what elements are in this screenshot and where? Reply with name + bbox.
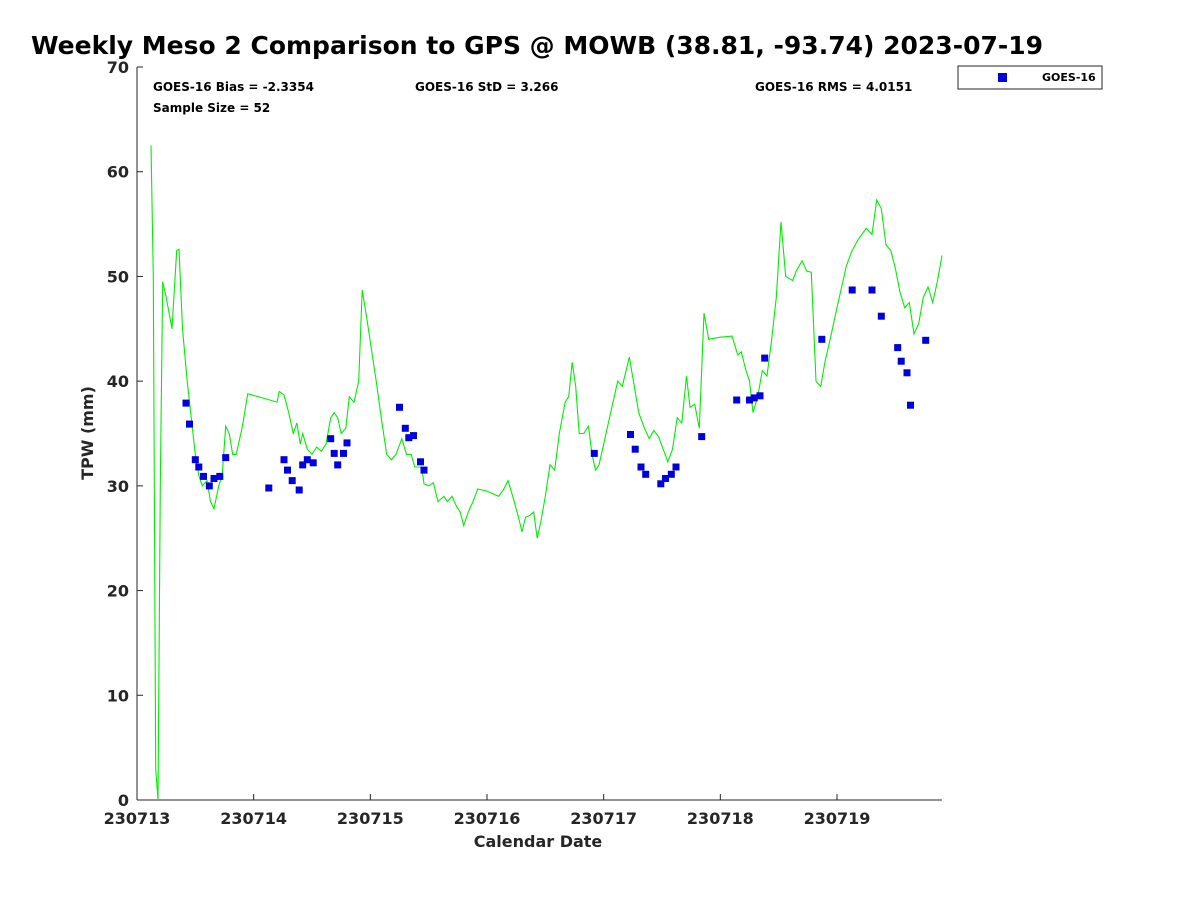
- y-axis-label: TPW (mm): [78, 386, 97, 480]
- goes16-point: [642, 470, 650, 478]
- x-tick-label: 230716: [454, 809, 521, 828]
- goes16-point: [191, 456, 199, 464]
- goes16-point: [396, 403, 403, 411]
- y-tick-label: 40: [107, 372, 129, 391]
- goes16-point: [637, 463, 645, 471]
- legend-box: [957, 65, 1103, 90]
- goes16-point: [733, 396, 741, 404]
- goes16-point: [410, 432, 417, 440]
- x-axis-label: Calendar Date: [474, 832, 603, 851]
- goes16-point: [299, 461, 307, 469]
- goes16-point: [657, 480, 665, 488]
- goes16-point: [907, 401, 914, 409]
- gps-series: [150, 145, 943, 801]
- goes16-point: [195, 463, 203, 471]
- plot-frame: [137, 67, 942, 800]
- goes16-point: [405, 434, 413, 442]
- goes16-point: [420, 466, 428, 474]
- goes16-point: [216, 472, 224, 480]
- goes16-point: [897, 357, 905, 365]
- sample-size-stat: Sample Size = 52: [153, 101, 270, 115]
- goes16-point: [284, 466, 291, 474]
- y-tick-label: 50: [107, 267, 129, 286]
- goes16-point: [182, 399, 190, 407]
- x-tick-label: 230718: [687, 809, 754, 828]
- x-ticks: 230713 230714 230715 230716 230717 230718 2307…: [104, 794, 871, 828]
- goes16-point: [265, 484, 273, 492]
- plot-area: 0 10 20 30 40 50 60 70 230713 230714 230715 230716…: [104, 58, 943, 828]
- x-tick-label: 230715: [337, 809, 404, 828]
- goes16-point: [222, 454, 230, 462]
- y-tick-label: 0: [118, 791, 129, 810]
- chart-title: Weekly Meso 2 Comparison to GPS @ MOWB (…: [31, 31, 1043, 60]
- rms-stat: GOES-16 RMS = 4.0151: [755, 80, 912, 94]
- y-tick-label: 30: [107, 477, 129, 496]
- y-ticks: 0 10 20 30 40 50 60 70: [107, 58, 143, 810]
- goes16-point: [672, 463, 680, 471]
- goes16-point: [756, 392, 764, 400]
- y-tick-label: 20: [107, 582, 129, 601]
- goes16-point: [327, 435, 335, 443]
- goes16-point: [903, 369, 911, 377]
- goes16-point: [818, 335, 826, 343]
- gps-line: [150, 145, 943, 801]
- goes16-point: [309, 459, 317, 467]
- goes16-point: [417, 458, 424, 466]
- goes16-point: [590, 449, 598, 457]
- std-stat: GOES-16 StD = 3.266: [415, 80, 558, 94]
- goes16-point: [627, 431, 634, 438]
- goes16-point: [868, 286, 876, 294]
- goes16-point: [401, 424, 409, 432]
- goes16-point: [340, 449, 347, 457]
- goes16-point: [750, 394, 758, 402]
- goes16-point: [848, 286, 856, 294]
- goes16-point: [922, 336, 930, 344]
- goes16-point: [667, 470, 675, 478]
- goes16-point: [662, 475, 669, 482]
- goes16-point: [894, 344, 902, 352]
- bias-stat: GOES-16 Bias = -2.3354: [153, 80, 314, 94]
- y-tick-label: 70: [107, 58, 129, 77]
- legend-marker-goes16: [998, 73, 1007, 82]
- y-tick-label: 10: [107, 686, 129, 705]
- goes16-point: [288, 477, 296, 485]
- legend-label-goes16: GOES-16: [1042, 71, 1096, 84]
- goes16-point: [334, 461, 342, 469]
- goes16-point: [200, 472, 207, 480]
- goes16-point: [343, 439, 351, 447]
- goes16-point: [210, 475, 218, 482]
- goes16-point: [698, 433, 706, 441]
- goes16-point: [330, 449, 338, 457]
- x-tick-label: 230713: [104, 809, 171, 828]
- goes16-point: [186, 420, 193, 428]
- goes16-point: [877, 312, 885, 320]
- x-tick-label: 230719: [804, 809, 871, 828]
- goes16-point: [303, 456, 311, 464]
- legend: GOES-16: [957, 65, 1103, 90]
- goes16-point: [631, 445, 639, 453]
- goes16-point: [280, 456, 288, 464]
- x-tick-label: 230714: [220, 809, 287, 828]
- goes16-point: [205, 482, 213, 490]
- goes16-series: [182, 286, 930, 494]
- goes16-point: [761, 354, 769, 362]
- goes16-point: [746, 396, 753, 404]
- x-tick-label: 230717: [570, 809, 637, 828]
- goes16-point: [295, 486, 303, 494]
- y-tick-label: 60: [107, 163, 129, 182]
